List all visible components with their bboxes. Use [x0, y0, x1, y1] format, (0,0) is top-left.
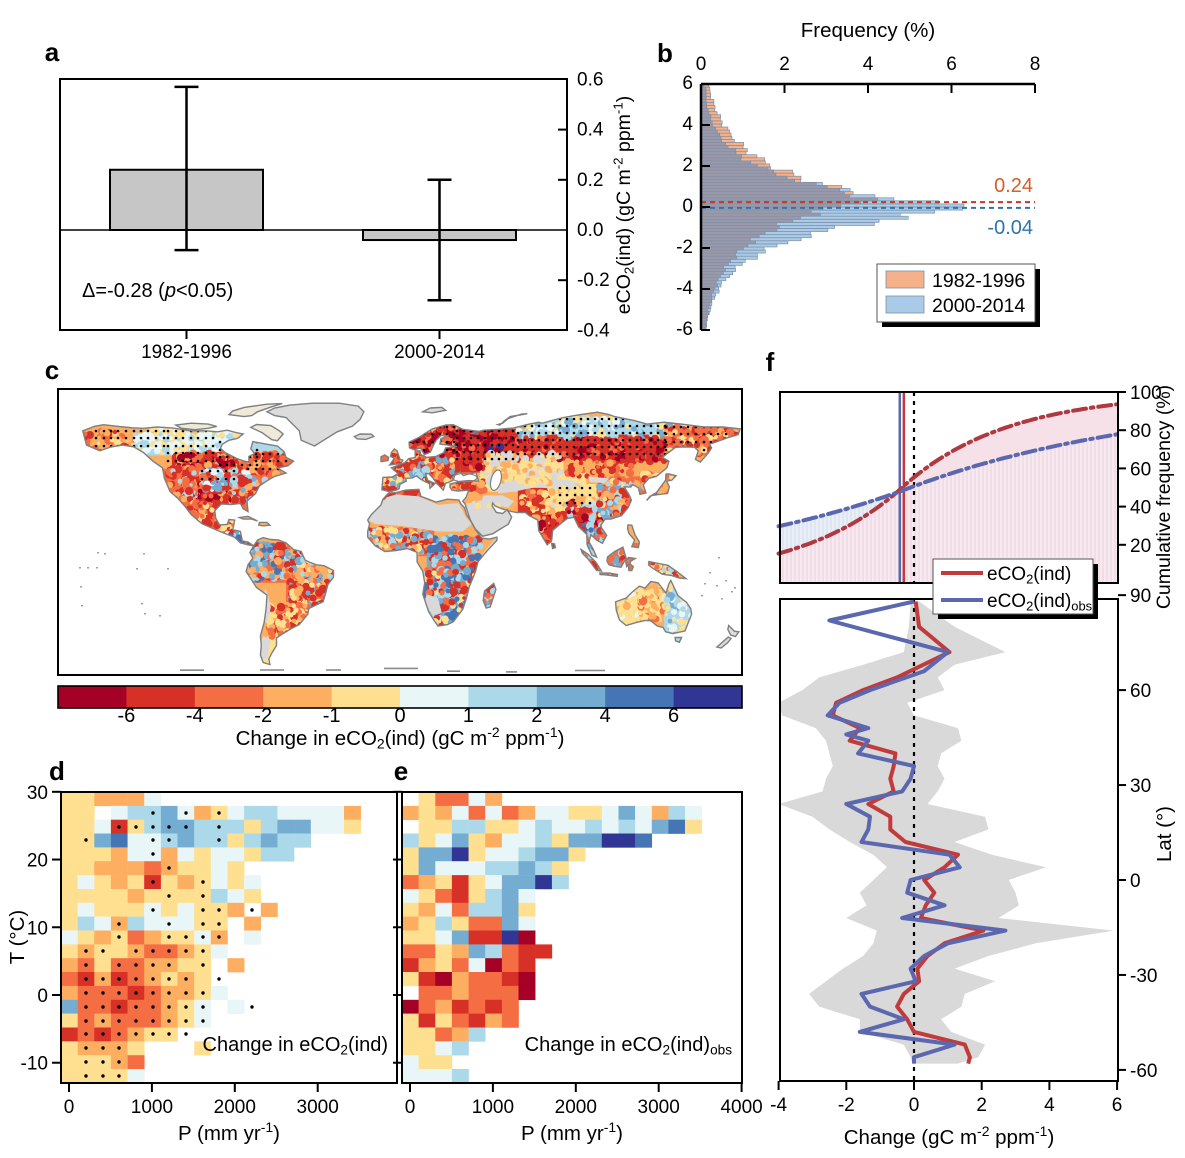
- svg-text:2: 2: [779, 54, 790, 75]
- svg-text:0.6: 0.6: [577, 69, 603, 90]
- svg-text:-0.04: -0.04: [987, 217, 1033, 239]
- svg-text:0.4: 0.4: [577, 120, 604, 141]
- svg-text:4: 4: [682, 114, 693, 135]
- svg-text:1982-1996: 1982-1996: [932, 270, 1025, 292]
- svg-text:0.2: 0.2: [577, 170, 603, 191]
- svg-text:0: 0: [696, 54, 707, 75]
- svg-text:c: c: [45, 355, 59, 385]
- svg-text:0.24: 0.24: [994, 175, 1033, 197]
- svg-text:6: 6: [946, 54, 957, 75]
- svg-text:eCO2​(ind) (gC m-2​ ppm-1​): eCO2​(ind) (gC m-2​ ppm-1​): [611, 96, 637, 314]
- svg-text:4: 4: [863, 54, 874, 75]
- svg-text:-0.4: -0.4: [577, 320, 610, 341]
- svg-text:0: 0: [682, 196, 693, 217]
- svg-text:Frequency (%): Frequency (%): [801, 19, 935, 42]
- svg-text:-2: -2: [676, 237, 693, 258]
- svg-text:1982-1996: 1982-1996: [141, 342, 232, 363]
- svg-text:6: 6: [682, 73, 693, 94]
- svg-text:2000-2014: 2000-2014: [394, 342, 485, 363]
- svg-text:-0.2: -0.2: [577, 270, 610, 291]
- svg-text:-6: -6: [676, 319, 693, 340]
- svg-text:-4: -4: [676, 278, 693, 299]
- svg-text:a: a: [45, 37, 60, 67]
- svg-text:8: 8: [1030, 54, 1041, 75]
- svg-text:2000-2014: 2000-2014: [932, 295, 1025, 317]
- svg-text:2: 2: [682, 155, 693, 176]
- svg-text:0.0: 0.0: [577, 220, 603, 241]
- svg-text:b: b: [657, 38, 673, 68]
- svg-text:Δ=-0.28 (p<0.05): Δ=-0.28 (p<0.05): [82, 280, 233, 302]
